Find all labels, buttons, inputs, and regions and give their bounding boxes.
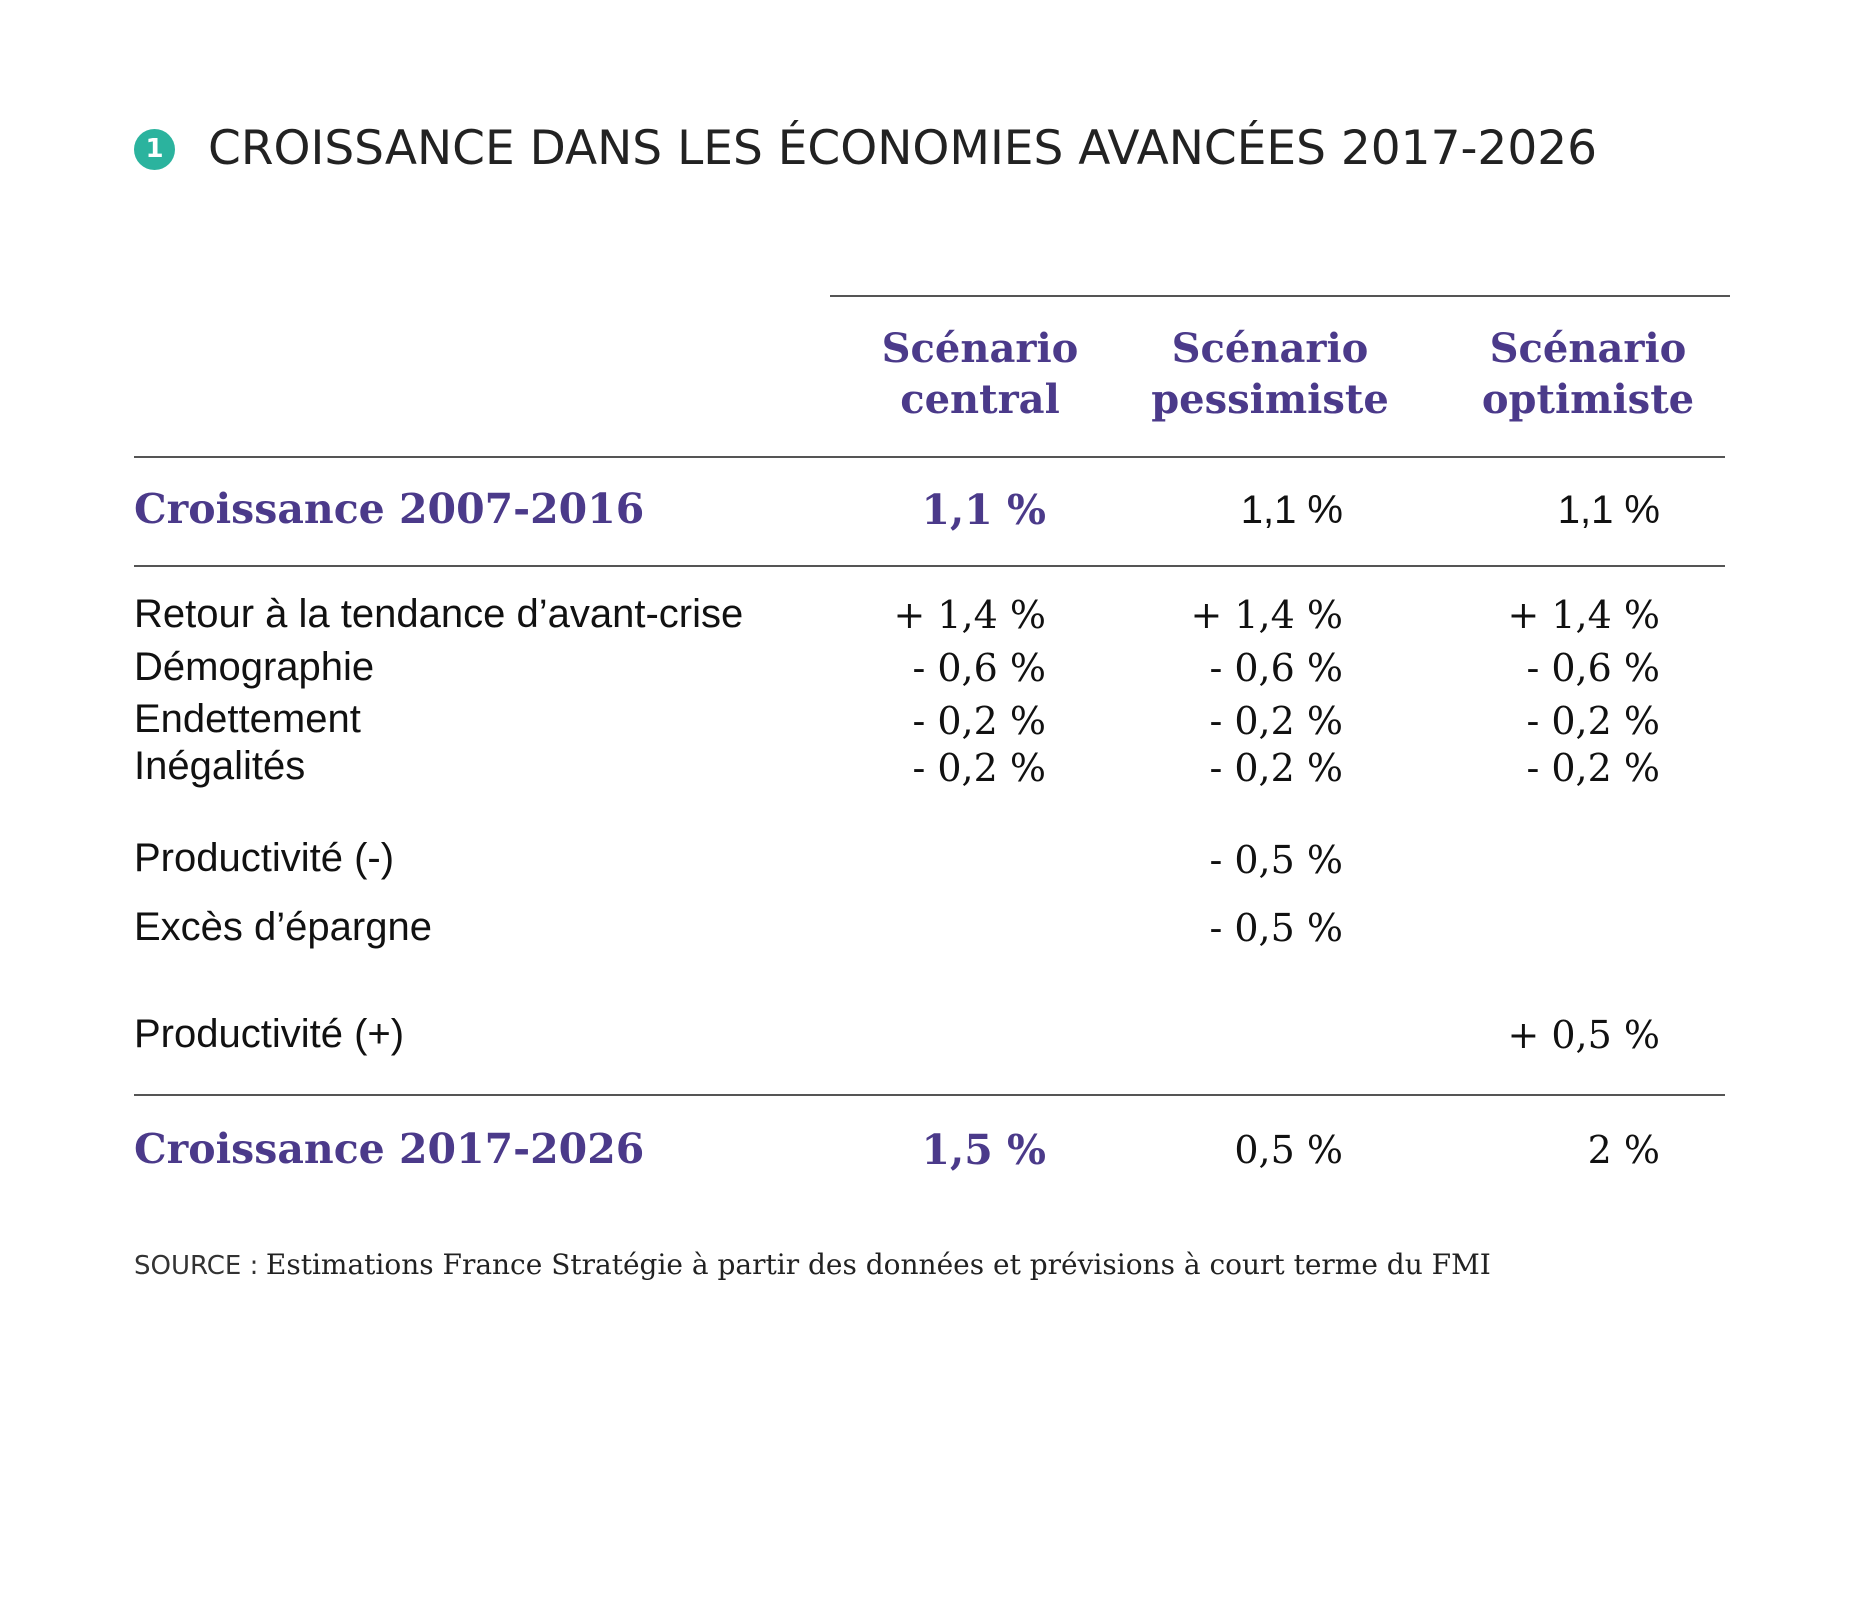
row-label-debt: Endettement [134,697,361,741]
value-demography-central: - 0,6 % [912,646,1046,690]
rule-before-future-growth [134,1094,1725,1096]
row-label-productivity-minus: Productivité (-) [134,836,395,880]
row-label-growth-2017-2026: Croissance 2017-2026 [134,1125,645,1173]
value-productivity-plus-optimistic: + 0,5 % [1507,1013,1660,1057]
column-header-central-line1: Scénario [881,325,1079,372]
value-demography-pessimistic: - 0,6 % [1209,646,1343,690]
value-demography-optimistic: - 0,6 % [1526,646,1660,690]
source-note: SOURCE : Estimations France Stratégie à … [134,1248,1491,1282]
column-header-central-line2: central [900,376,1060,423]
column-header-pessimistic-line2: pessimiste [1151,376,1389,423]
header-bottom-rule [134,456,1725,458]
value-inequality-central: - 0,2 % [912,746,1046,790]
rule-after-past-growth [134,565,1725,567]
column-header-optimistic-line1: Scénario [1489,325,1687,372]
value-inequality-pessimistic: - 0,2 % [1209,746,1343,790]
source-text: Estimations France Stratégie à partir de… [265,1248,1491,1281]
value-debt-pessimistic: - 0,2 % [1209,699,1343,743]
row-label-inequality: Inégalités [134,744,306,788]
value-growth-past-pessimistic: 1,1 % [1240,488,1343,532]
value-debt-optimistic: - 0,2 % [1526,699,1660,743]
row-label-excess-savings: Excès d’épargne [134,905,432,949]
page-title: CROISSANCE DANS LES ÉCONOMIES AVANCÉES 2… [208,121,1598,176]
row-label-demography: Démographie [134,645,375,689]
value-growth-past-central: 1,1 % [921,486,1046,534]
row-label-productivity-plus: Productivité (+) [134,1012,405,1056]
column-header-optimistic-line2: optimiste [1481,376,1695,423]
header-top-rule [830,295,1730,297]
value-growth-past-optimistic: 1,1 % [1557,488,1660,532]
source-label: SOURCE : [134,1251,259,1281]
value-growth-future-optimistic: 2 % [1587,1128,1660,1172]
value-trend-pessimistic: + 1,4 % [1190,593,1343,637]
value-trend-central: + 1,4 % [893,593,1046,637]
value-productivity-minus-pessimistic: - 0,5 % [1209,838,1343,882]
value-trend-optimistic: + 1,4 % [1507,593,1660,637]
value-inequality-optimistic: - 0,2 % [1526,746,1660,790]
column-header-central: Scénario central [835,323,1125,425]
value-excess-savings-pessimistic: - 0,5 % [1209,906,1343,950]
column-header-pessimistic: Scénario pessimiste [1125,323,1415,425]
title-number-badge: 1 [134,129,175,170]
column-header-pessimistic-line1: Scénario [1171,325,1369,372]
column-header-optimistic: Scénario optimiste [1443,323,1733,425]
value-growth-future-pessimistic: 0,5 % [1234,1128,1343,1172]
value-growth-future-central: 1,5 % [921,1126,1046,1174]
value-debt-central: - 0,2 % [912,699,1046,743]
row-label-growth-2007-2016: Croissance 2007-2016 [134,485,645,533]
row-label-trend-return: Retour à la tendance d’avant-crise [134,592,744,636]
